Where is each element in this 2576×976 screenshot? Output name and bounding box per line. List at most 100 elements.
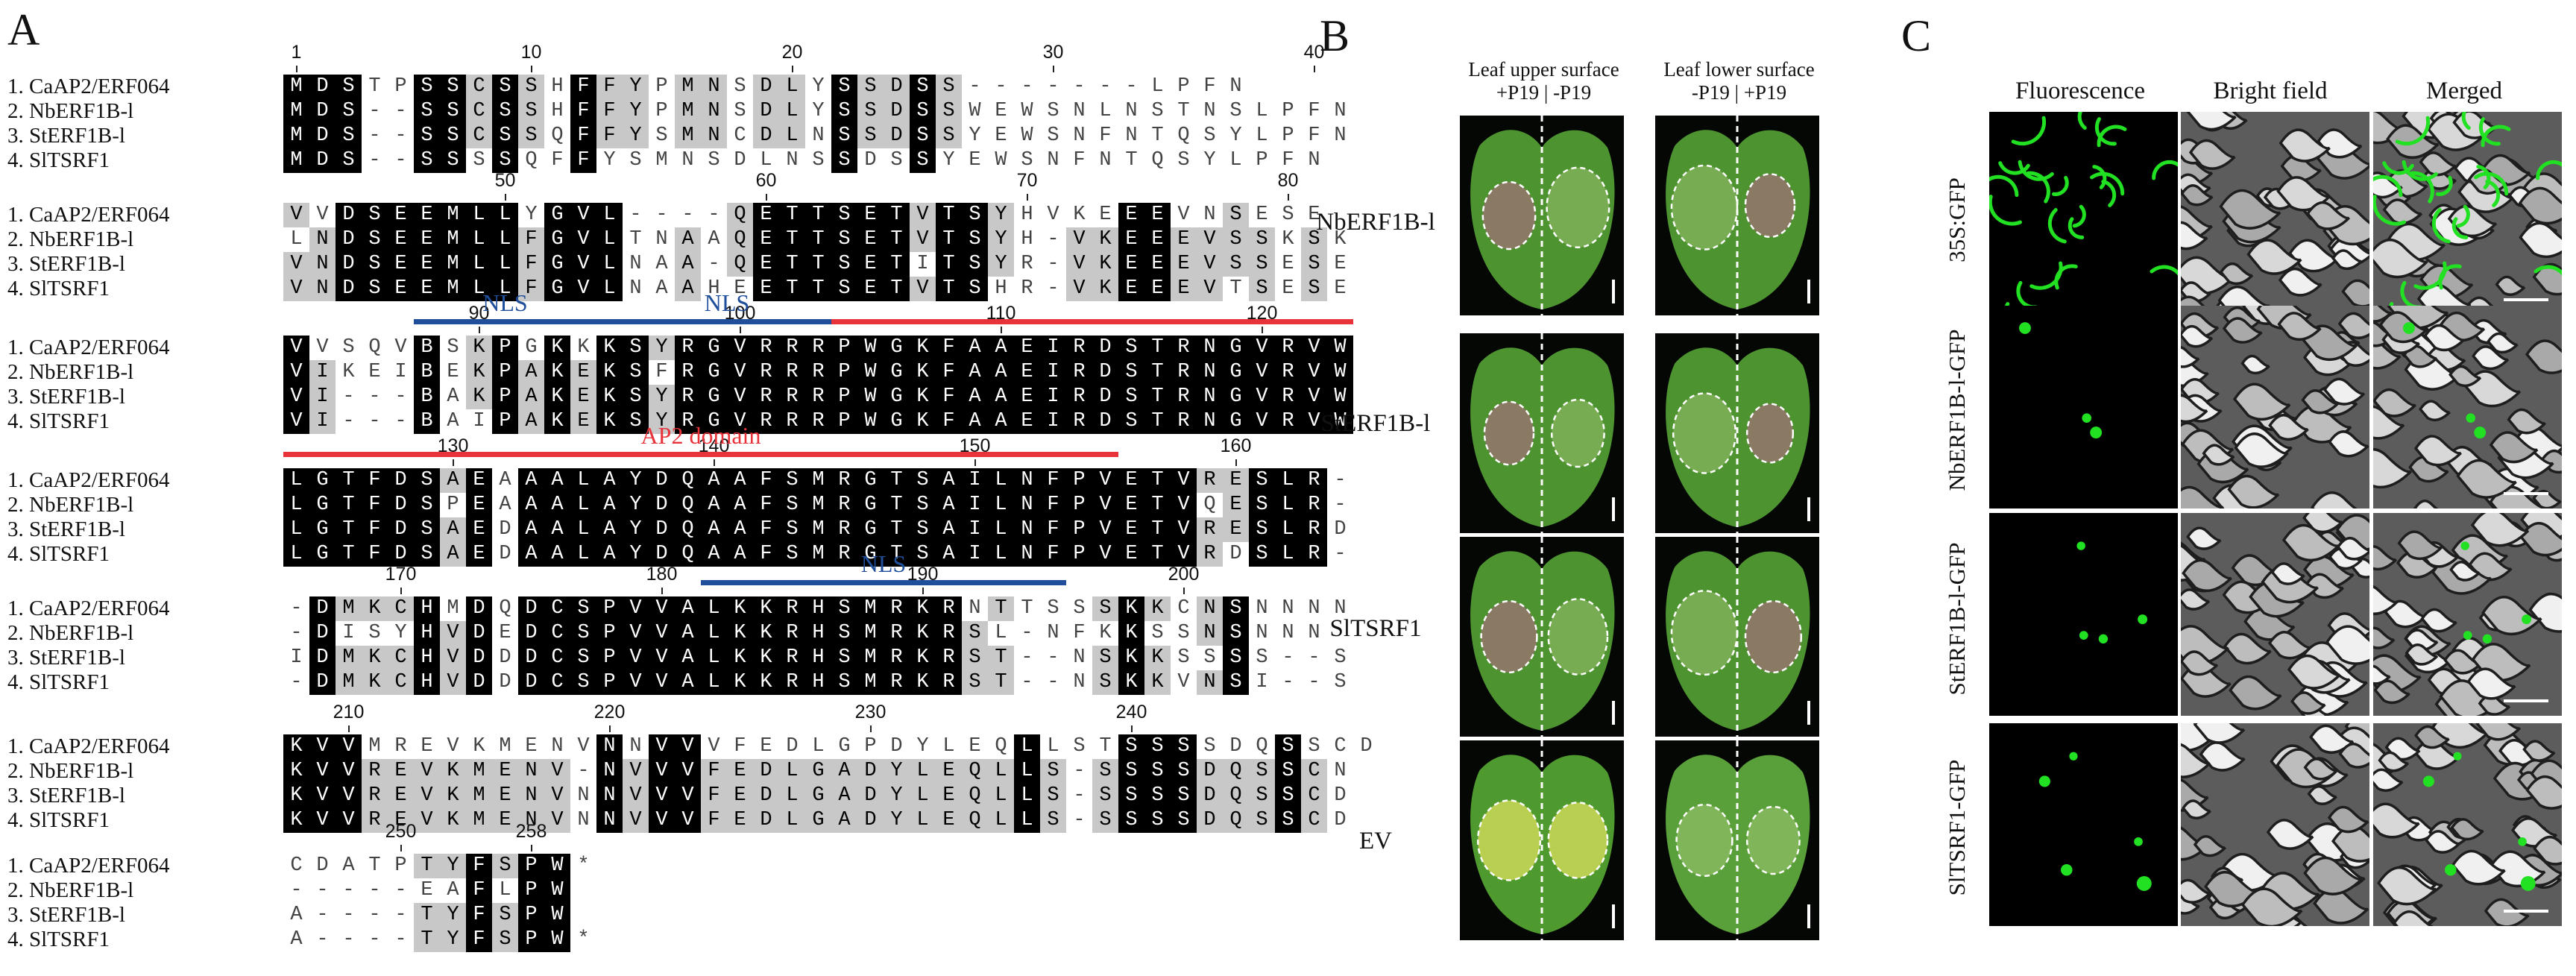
position-tick — [974, 459, 976, 466]
residue: - — [316, 928, 329, 951]
residue: K — [910, 646, 936, 670]
residue: S — [1040, 808, 1066, 833]
residue: S — [1171, 734, 1197, 759]
residue: Y — [525, 204, 538, 226]
residue: D — [864, 149, 877, 171]
residue: E — [414, 252, 440, 277]
residue: E — [1223, 468, 1249, 493]
residue: E — [1144, 227, 1171, 252]
residue: E — [466, 542, 492, 567]
residue: V — [283, 252, 309, 277]
residue: - — [290, 597, 303, 620]
residue: Q — [1256, 735, 1268, 758]
residue: V — [1301, 385, 1327, 409]
residue: S — [492, 75, 518, 99]
residue: F — [753, 493, 779, 517]
residue: L — [1275, 542, 1301, 567]
residue: N — [596, 734, 623, 759]
residue: S — [1249, 517, 1275, 542]
residue: F — [734, 735, 746, 758]
residue: L — [1275, 493, 1301, 517]
residue: Q — [727, 252, 753, 277]
col-head-bright-field: Bright field — [2213, 78, 2328, 104]
residue: G — [857, 517, 884, 542]
residue: F — [466, 928, 492, 952]
position-tick — [400, 588, 402, 594]
residue: A — [727, 542, 753, 567]
residue: I — [394, 361, 407, 383]
residue: I — [962, 542, 988, 567]
residue: D — [309, 670, 336, 695]
residue: G — [884, 385, 910, 409]
residue: P — [596, 596, 623, 621]
residue — [570, 878, 596, 903]
residue: F — [518, 277, 544, 301]
residue: P — [596, 621, 623, 646]
residue: - — [342, 879, 355, 901]
residue: K — [910, 596, 936, 621]
residue: S — [362, 252, 388, 277]
residue: - — [394, 928, 407, 951]
residue: E — [1144, 252, 1171, 277]
residue: M — [675, 75, 701, 99]
residue: S — [629, 149, 642, 171]
residue: P — [518, 903, 544, 928]
residue: E — [414, 277, 440, 301]
residue: S — [962, 646, 988, 670]
residue: A — [596, 542, 623, 567]
residue: N — [518, 808, 544, 833]
residue: E — [1014, 409, 1040, 434]
residue: L — [1014, 784, 1040, 808]
residue: V — [727, 409, 753, 434]
residue: G — [701, 360, 727, 385]
residue: N — [629, 253, 642, 275]
residue: V — [336, 734, 362, 759]
residue: N — [309, 277, 336, 301]
residue: D — [884, 75, 910, 99]
residue: R — [362, 784, 388, 808]
residue: S — [492, 124, 518, 148]
residue: L — [570, 542, 596, 567]
residue: L — [701, 596, 727, 621]
residue: W — [995, 149, 1007, 171]
residue: N — [1203, 100, 1216, 122]
residue: E — [1118, 517, 1144, 542]
residue: G — [857, 542, 884, 567]
residue: E — [570, 360, 596, 385]
residue: N — [1197, 670, 1223, 695]
residue: M — [283, 124, 309, 148]
residue: D — [1092, 336, 1118, 360]
residue: S — [570, 646, 596, 670]
leaf-photo — [1460, 537, 1624, 737]
residue: R — [675, 385, 701, 409]
residue: S — [570, 596, 596, 621]
residue: V — [440, 670, 466, 695]
residue: L — [1275, 517, 1301, 542]
residue: R — [1171, 360, 1197, 385]
residue: K — [753, 596, 779, 621]
residue: Q — [551, 125, 564, 147]
residue: K — [1073, 204, 1086, 226]
residue: - — [368, 125, 381, 147]
residue: T — [779, 277, 805, 301]
leaf-photo — [1460, 116, 1624, 315]
residue: M — [857, 646, 884, 670]
residue: E — [466, 493, 492, 517]
residue: D — [336, 252, 362, 277]
residue: C — [544, 646, 570, 670]
residue: S — [936, 75, 962, 99]
residue: S — [910, 99, 936, 124]
position-tick — [1182, 588, 1185, 594]
residue: N — [629, 735, 642, 758]
residue: K — [1118, 646, 1144, 670]
residue: S — [1118, 808, 1144, 833]
residue: S — [910, 517, 936, 542]
residue: S — [1171, 808, 1197, 833]
residue: L — [570, 517, 596, 542]
residue: E — [466, 517, 492, 542]
residue: S — [1249, 277, 1275, 301]
residue: P — [492, 385, 518, 409]
residue: F — [362, 493, 388, 517]
residue: S — [362, 277, 388, 301]
